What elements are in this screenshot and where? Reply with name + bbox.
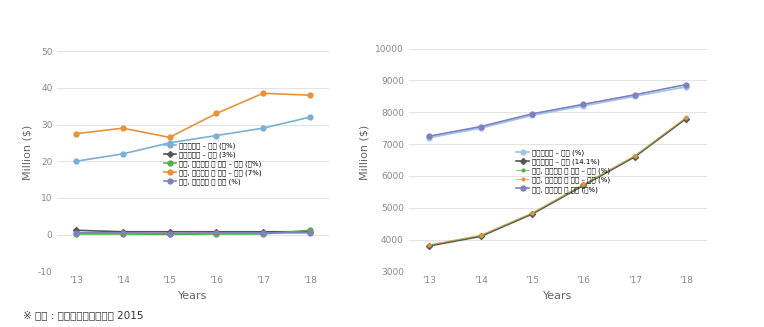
Y-axis label: Million ($): Million ($)	[360, 125, 370, 180]
Y-axis label: Million ($): Million ($)	[22, 125, 32, 180]
Legend: 공기청정기 – 생산 (연%), 공기청정기 – 판매 (3%), 필터, 자집기술 등 기타 – 생산 (연%), 필터, 자집기술 등 기타 – 판매 (7: 공기청정기 – 생산 (연%), 공기청정기 – 판매 (3%), 필터, 자집…	[163, 143, 262, 185]
Text: ※ 출처 : 중소기업기술로드맵 2015: ※ 출처 : 중소기업기술로드맵 2015	[23, 310, 144, 320]
X-axis label: Years: Years	[178, 291, 208, 301]
Legend: 공기청정기 – 생산 (%), 공기청정기 – 판매 (14.1%), 필터, 자집기술 등 기타 – 생산 (%), 필터, 자집기술 등 기타 – 판매 (: 공기청정기 – 생산 (%), 공기청정기 – 판매 (14.1%), 필터, …	[516, 150, 610, 193]
X-axis label: Years: Years	[543, 291, 572, 301]
